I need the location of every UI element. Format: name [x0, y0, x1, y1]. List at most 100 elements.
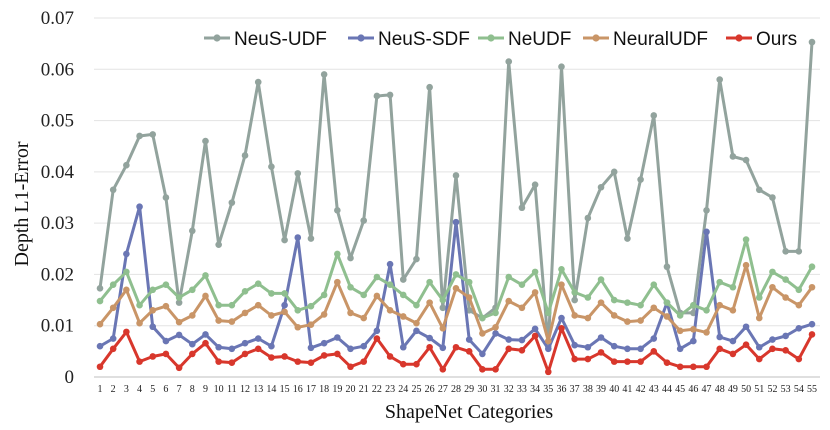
series-neudf	[96, 236, 816, 322]
data-point	[426, 334, 433, 342]
data-point	[637, 358, 644, 365]
data-point	[175, 364, 183, 372]
legend-label: NeUDF	[508, 29, 571, 50]
data-point	[465, 336, 473, 343]
data-point	[215, 358, 222, 365]
data-point	[531, 332, 539, 340]
data-point	[505, 336, 513, 343]
data-point	[492, 330, 499, 337]
x-tick-label: 35	[543, 384, 553, 395]
x-tick-label: 24	[398, 384, 408, 395]
data-point	[281, 290, 288, 297]
data-point	[386, 91, 394, 99]
data-point	[162, 194, 170, 201]
x-tick-label: 1	[98, 384, 103, 395]
x-tick-label: 10	[214, 384, 224, 395]
data-point	[373, 327, 381, 335]
series-neus-sdf	[96, 203, 816, 358]
data-point	[320, 291, 328, 299]
data-point	[136, 301, 143, 309]
data-point	[505, 345, 513, 353]
data-point	[307, 359, 315, 366]
data-point	[597, 276, 605, 283]
legend-label: NeuralUDF	[613, 29, 708, 50]
data-point	[597, 183, 605, 191]
x-tick-label: 29	[464, 384, 474, 395]
data-point	[215, 343, 222, 351]
data-point	[241, 152, 249, 159]
data-point	[399, 360, 407, 368]
data-point	[241, 288, 249, 295]
data-point	[162, 350, 170, 358]
data-point	[676, 345, 684, 353]
data-point	[610, 296, 618, 304]
data-point	[254, 280, 262, 287]
data-point	[584, 355, 592, 363]
data-point	[452, 271, 460, 278]
data-point	[782, 276, 789, 283]
series-ours	[96, 324, 816, 376]
data-point	[571, 341, 578, 349]
x-tick-label: 55	[807, 384, 817, 395]
data-point	[373, 335, 381, 342]
data-point	[202, 137, 209, 145]
y-tick-label: 0.03	[41, 213, 74, 234]
data-point	[281, 308, 288, 316]
x-tick-label: 53	[781, 384, 791, 395]
y-axis-title: Depth L1-Error	[11, 141, 33, 266]
x-tick-label: 20	[346, 384, 356, 395]
data-point	[334, 350, 341, 358]
x-tick-label: 16	[293, 384, 303, 395]
y-tick-label: 0.05	[41, 111, 74, 132]
data-point	[320, 71, 328, 78]
data-point	[426, 83, 433, 91]
data-point	[742, 323, 750, 331]
x-tick-label: 17	[306, 384, 316, 395]
data-point	[465, 348, 473, 355]
data-point	[294, 323, 302, 331]
legend-label: Ours	[756, 29, 797, 50]
legend: NeuS-UDF NeuS-SDF NeUDF NeuralUDF Ours	[204, 29, 797, 50]
data-point	[703, 207, 710, 214]
data-point	[492, 323, 499, 331]
data-point	[241, 339, 249, 347]
data-point	[109, 281, 117, 288]
data-point	[175, 318, 183, 326]
data-point	[808, 331, 816, 338]
x-tick-label: 6	[163, 384, 168, 395]
data-point	[294, 307, 302, 314]
data-point	[571, 296, 578, 304]
data-point	[690, 301, 697, 309]
data-point	[294, 358, 302, 365]
data-point	[624, 299, 631, 306]
x-tick-label: 8	[190, 384, 195, 395]
y-tick-label: 0.07	[41, 8, 74, 29]
data-point	[610, 168, 618, 176]
data-point	[268, 290, 275, 297]
data-point	[729, 153, 737, 160]
x-tick-label: 44	[662, 384, 672, 395]
data-point	[755, 314, 763, 322]
data-point	[399, 276, 407, 283]
data-point	[531, 181, 539, 188]
legend-marker	[487, 34, 495, 42]
data-point	[597, 334, 605, 341]
y-tick-label: 0.04	[41, 162, 75, 183]
data-point	[96, 297, 104, 305]
data-point	[637, 301, 644, 309]
data-point	[597, 299, 605, 306]
data-point	[729, 283, 737, 291]
data-point	[149, 353, 157, 360]
data-point	[505, 58, 513, 65]
data-point	[307, 235, 315, 242]
x-tick-label: 14	[266, 384, 276, 395]
data-point	[360, 358, 368, 365]
x-tick-label: 7	[177, 384, 182, 395]
data-point	[755, 355, 763, 363]
data-point	[808, 263, 816, 271]
data-point	[531, 325, 539, 333]
x-tick-label: 13	[253, 384, 263, 395]
data-point	[624, 358, 631, 365]
data-point	[505, 273, 513, 281]
legend-label: NeuS-UDF	[234, 29, 327, 50]
